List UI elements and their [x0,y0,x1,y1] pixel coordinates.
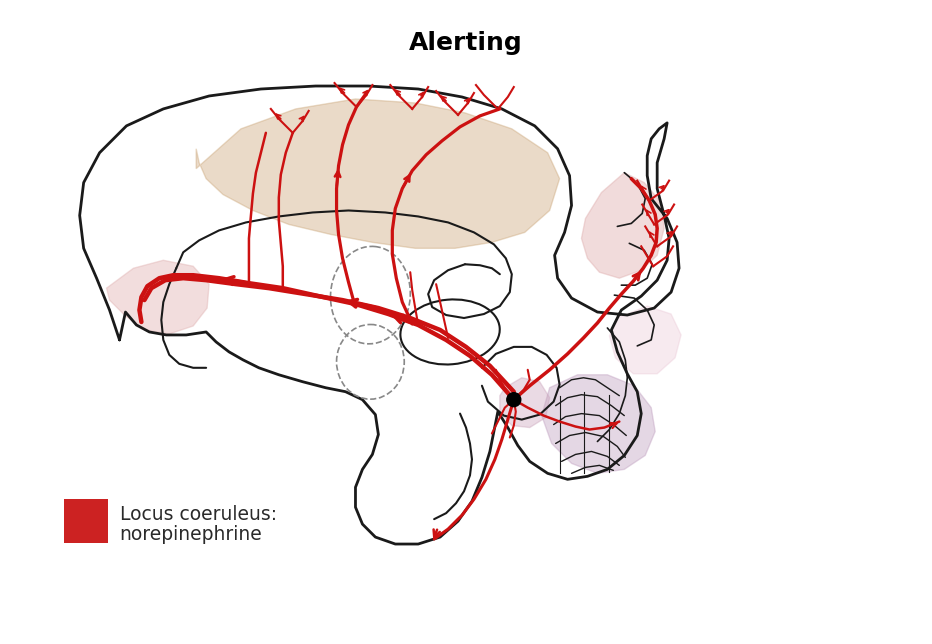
Polygon shape [106,260,209,334]
Circle shape [507,393,521,406]
Polygon shape [610,306,681,374]
Text: Locus coeruleus:: Locus coeruleus: [119,505,277,524]
Text: Alerting: Alerting [409,32,523,55]
Text: norepinephrine: norepinephrine [119,525,262,544]
Polygon shape [582,173,665,278]
FancyBboxPatch shape [63,499,107,543]
Polygon shape [500,378,550,428]
Polygon shape [196,99,559,249]
Polygon shape [541,375,655,473]
